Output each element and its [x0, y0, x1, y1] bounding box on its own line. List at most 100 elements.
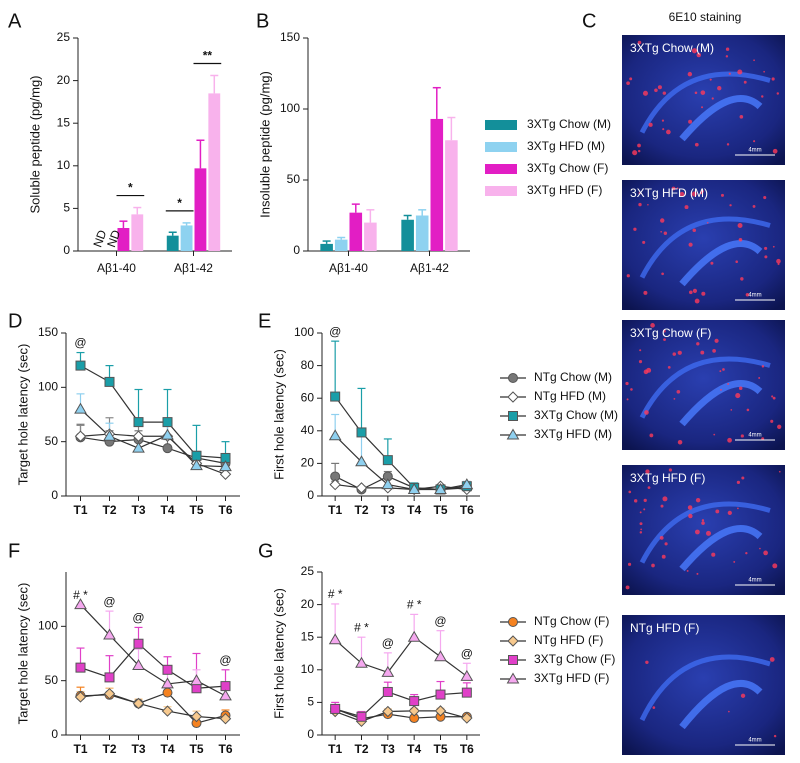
- stain-dot: [692, 288, 698, 293]
- x-tick-label: T1: [73, 742, 87, 756]
- stain-dot: [713, 433, 716, 436]
- stain-dot: [626, 398, 629, 401]
- stain-dot: [722, 368, 725, 371]
- stain-dot: [677, 440, 683, 445]
- y-tick-label: 5: [63, 201, 70, 215]
- stain-dot: [687, 71, 693, 77]
- bar: [166, 235, 179, 251]
- hippocampus-layer: [639, 71, 771, 134]
- y-tick-label: 50: [45, 434, 59, 448]
- data-point: [381, 665, 395, 677]
- stain-dot: [701, 519, 705, 522]
- data-point: [329, 478, 341, 491]
- stain-dot: [737, 69, 743, 75]
- data-point: [103, 628, 116, 640]
- data-point: [162, 443, 173, 454]
- data-point: [382, 705, 394, 718]
- stain-dot: [728, 710, 730, 713]
- hippocampus-layer: [639, 356, 771, 419]
- stain-dot: [737, 223, 743, 229]
- stain-dot: [719, 370, 722, 373]
- series-line: [334, 636, 468, 677]
- stain-dot: [692, 228, 697, 233]
- bar: [401, 219, 414, 251]
- legend-label: 3XTg HFD (F): [527, 183, 602, 197]
- data-point: [162, 687, 173, 698]
- stain-dot: [650, 323, 655, 328]
- y-tick-label: 100: [294, 325, 314, 339]
- stain-dot: [638, 360, 643, 364]
- data-point: [381, 478, 395, 490]
- y-tick-label: 60: [301, 390, 315, 404]
- stain-dot: [701, 521, 705, 525]
- stain-dot: [763, 70, 765, 73]
- x-tick-label: T5: [433, 503, 447, 517]
- bar: [194, 168, 207, 251]
- stain-dot: [752, 204, 756, 208]
- stain-dot: [642, 240, 646, 244]
- y-tick-label: 0: [51, 488, 58, 502]
- stain-dot: [686, 569, 689, 572]
- stain-dot: [746, 408, 750, 412]
- x-tick-label: T4: [407, 742, 421, 756]
- stain-dot: [626, 81, 630, 86]
- stain-dot: [645, 469, 650, 474]
- stain-dot: [720, 193, 724, 197]
- x-tick-label: T6: [460, 503, 474, 517]
- stain-dot: [745, 292, 750, 297]
- stain-dot: [725, 55, 729, 58]
- stain-dot: [772, 245, 775, 248]
- stain-dot: [676, 389, 681, 394]
- data-point: [434, 482, 447, 494]
- x-tick-label: T2: [102, 503, 116, 517]
- stain-dot: [666, 129, 671, 135]
- stain-dot: [639, 511, 642, 514]
- stain-dot: [700, 90, 706, 95]
- stain-dot: [648, 122, 653, 127]
- significance-label: @: [382, 636, 394, 650]
- significance-label: # *: [328, 587, 343, 601]
- stain-dot: [764, 255, 768, 259]
- micrograph: [622, 35, 785, 165]
- stain-dot: [700, 191, 704, 195]
- stain-dot: [643, 508, 646, 511]
- data-point: [382, 686, 393, 697]
- data-point: [132, 658, 145, 670]
- stain-dot: [633, 227, 637, 231]
- bar: [117, 227, 130, 251]
- x-tick-label: T6: [218, 742, 232, 756]
- legend-label: 3XTg HFD (F): [534, 671, 609, 685]
- stain-dot: [668, 468, 673, 472]
- data-point: [220, 681, 231, 692]
- stain-dot: [740, 277, 744, 281]
- hippocampus-layer: [679, 380, 763, 427]
- stain-dot: [778, 470, 781, 473]
- panel-letter: C: [582, 10, 596, 32]
- stain-dot: [714, 338, 719, 343]
- stain-dot: [664, 542, 668, 546]
- stain-dot: [626, 274, 630, 278]
- data-point: [461, 712, 473, 724]
- stain-dot: [695, 497, 701, 503]
- image-label: 3XTg Chow (M): [630, 41, 714, 55]
- y-tick-label: 0: [307, 727, 314, 741]
- data-point: [103, 429, 116, 441]
- bar: [180, 225, 193, 251]
- stain-dot: [672, 352, 677, 356]
- stain-dot: [625, 381, 629, 386]
- data-point: [133, 638, 144, 649]
- micrograph: [622, 615, 785, 755]
- stain-dot: [701, 106, 704, 109]
- y-tick-label: 0: [307, 488, 314, 502]
- significance-label: **: [203, 49, 213, 63]
- data-point: [219, 468, 232, 480]
- stain-dot: [776, 258, 781, 264]
- significance-label: @: [329, 324, 341, 338]
- legend-label: 3XTg HFD (M): [527, 139, 605, 153]
- stain-dot: [645, 660, 649, 665]
- data-point: [190, 710, 203, 723]
- stain-dot: [763, 196, 767, 200]
- data-point: [74, 691, 87, 703]
- stain-dot: [679, 191, 685, 197]
- y-tick-label: 25: [301, 564, 315, 578]
